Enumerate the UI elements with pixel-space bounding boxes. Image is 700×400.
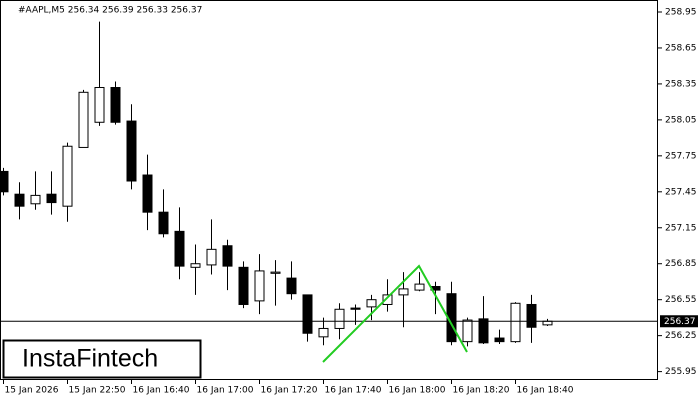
candle-body xyxy=(190,263,201,268)
candle-body xyxy=(174,230,185,267)
last-price-label: 256.37 xyxy=(664,317,696,327)
candle-body xyxy=(0,170,9,193)
candle-body xyxy=(478,318,489,344)
candle-body xyxy=(302,294,313,334)
candle-body xyxy=(526,303,537,328)
x-tick-label: 16 Jan 16:40 xyxy=(133,386,190,396)
y-tick-label: 257.75 xyxy=(665,151,697,161)
candle-body xyxy=(78,91,89,148)
candle-body xyxy=(46,193,57,204)
y-tick-label: 256.85 xyxy=(665,259,697,269)
candle-body xyxy=(318,327,329,338)
y-tick-label: 257.45 xyxy=(665,187,697,197)
x-tick-label: 16 Jan 18:20 xyxy=(453,386,510,396)
candle-body xyxy=(238,266,249,305)
candle-body xyxy=(206,248,217,266)
pattern-line xyxy=(322,264,468,363)
y-tick-label: 255.95 xyxy=(665,367,697,377)
candle-body xyxy=(94,87,105,123)
logo: InstaFintech xyxy=(22,345,158,373)
x-tick-label: 16 Jan 17:20 xyxy=(261,386,318,396)
y-tick-label: 258.05 xyxy=(665,115,697,125)
last-price-box xyxy=(660,315,698,328)
candle-body xyxy=(382,294,393,305)
x-tick-label: 16 Jan 18:00 xyxy=(389,386,446,396)
candle-body xyxy=(142,174,153,213)
candle-body xyxy=(510,302,521,343)
x-tick-label: 16 Jan 18:40 xyxy=(517,386,574,396)
candle-body xyxy=(270,271,281,274)
candle-body xyxy=(126,120,137,182)
plot-frame xyxy=(0,0,658,380)
y-tick-label: 258.95 xyxy=(665,7,697,17)
y-tick-label: 256.25 xyxy=(665,331,697,341)
y-tick-label: 258.65 xyxy=(665,43,697,53)
candle-body xyxy=(414,283,425,291)
candle-body xyxy=(14,193,25,207)
candle-body xyxy=(366,299,377,308)
x-tick-label: 15 Jan 22:50 xyxy=(69,386,126,396)
candle-body xyxy=(398,288,409,296)
candle-body xyxy=(494,337,505,343)
candle-body xyxy=(462,319,473,343)
candle-body xyxy=(542,320,553,326)
candle-body xyxy=(286,277,297,295)
chart-title: #AAPL,M5 256.34 256.39 256.33 256.37 xyxy=(18,6,202,16)
candle-body xyxy=(334,308,345,329)
candle-body xyxy=(222,245,233,267)
x-tick-label: 15 Jan 2026 xyxy=(5,386,59,396)
candle-body xyxy=(158,211,169,235)
candle-body xyxy=(110,87,121,123)
x-tick-label: 16 Jan 17:00 xyxy=(197,386,254,396)
y-tick-label: 258.35 xyxy=(665,79,697,89)
logo-box xyxy=(2,339,202,379)
candle-body xyxy=(254,270,265,302)
candle-body xyxy=(350,307,361,310)
y-tick-label: 257.15 xyxy=(665,223,697,233)
x-tick-label: 16 Jan 17:40 xyxy=(325,386,382,396)
y-tick-label: 256.55 xyxy=(665,295,697,305)
candle-body xyxy=(30,194,41,205)
candle-body xyxy=(62,145,73,207)
